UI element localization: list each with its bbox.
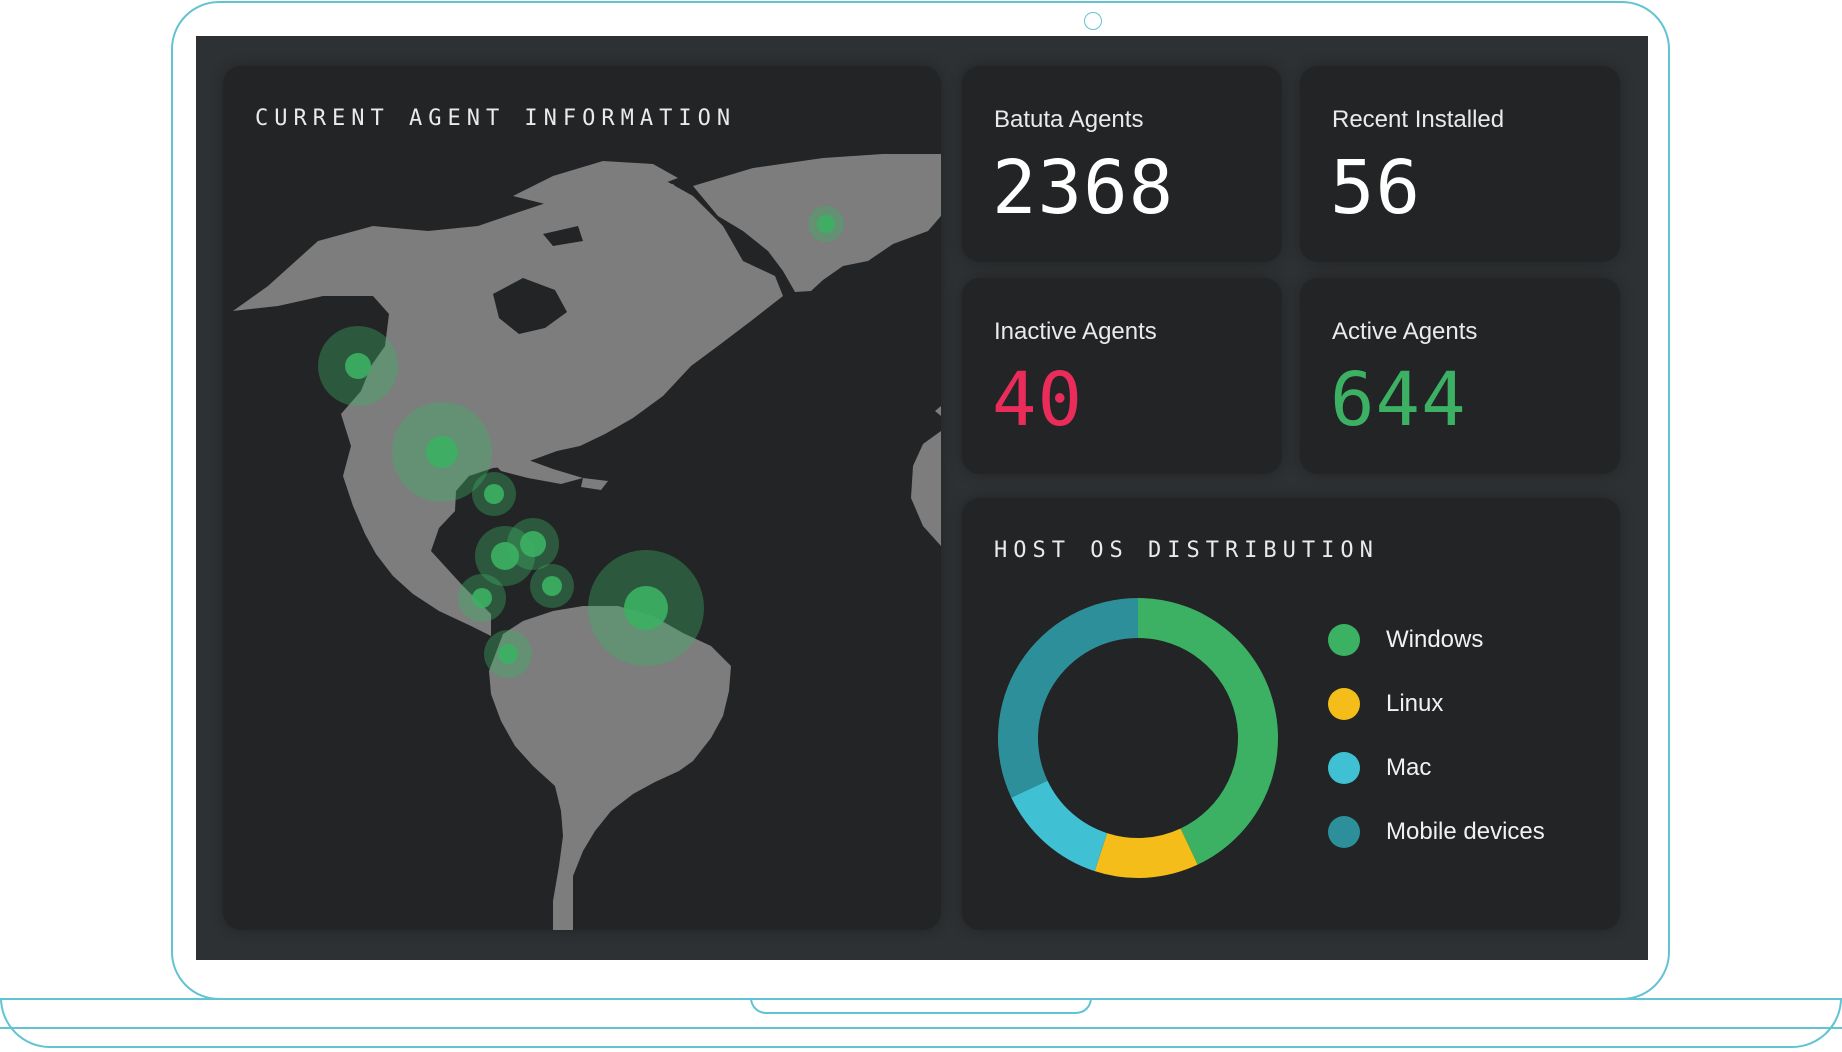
windows-color-dot [1328, 624, 1360, 656]
laptop-notch [750, 998, 1092, 1014]
legend-label-mobile-devices: Mobile devices [1386, 818, 1545, 845]
legend-label-linux: Linux [1386, 690, 1444, 717]
recent-installed-label: Recent Installed [1332, 106, 1505, 133]
map-title: CURRENT AGENT INFORMATION [255, 106, 737, 131]
greenland-shape [693, 154, 941, 292]
land-masses [233, 154, 941, 930]
recent-installed-value: 56 [1330, 145, 1422, 231]
donut-slice-linux[interactable] [1094, 828, 1198, 878]
legend-label-mac: Mac [1386, 754, 1432, 781]
legend-label-windows: Windows [1386, 626, 1484, 653]
os-title: HOST OS DISTRIBUTION [994, 538, 1379, 563]
os-donut-chart[interactable] [988, 588, 1288, 888]
world-map[interactable] [223, 66, 941, 930]
inactive-agents-card[interactable]: Inactive Agents 40 [962, 278, 1282, 474]
map-marker-icon[interactable] [624, 586, 668, 630]
linux-color-dot [1328, 688, 1360, 720]
batuta-agents-value: 2368 [992, 145, 1175, 231]
caribbean-shape [491, 458, 583, 484]
map-marker-icon[interactable] [345, 353, 371, 379]
camera-icon [1084, 12, 1102, 30]
recent-installed-card[interactable]: Recent Installed 56 [1300, 66, 1620, 262]
north-america-shape [233, 182, 783, 636]
map-marker-icon[interactable] [484, 484, 504, 504]
agent-map-panel: CURRENT AGENT INFORMATION [223, 66, 941, 930]
map-marker-icon[interactable] [491, 542, 519, 570]
map-marker-icon[interactable] [426, 436, 458, 468]
arctic-islands-shape [513, 161, 678, 206]
laptop-base-edge [0, 1027, 1842, 1029]
batuta-agents-card[interactable]: Batuta Agents 2368 [962, 66, 1282, 262]
inactive-agents-label: Inactive Agents [994, 318, 1157, 345]
donut-slice-mac[interactable] [1011, 780, 1108, 872]
mobile-devices-color-dot [1328, 816, 1360, 848]
dashboard-screen: CURRENT AGENT INFORMATION Batuta Agents … [196, 36, 1648, 960]
map-marker-icon[interactable] [542, 576, 562, 596]
map-marker-icon[interactable] [520, 531, 546, 557]
laptop-base [0, 998, 1842, 1048]
map-marker-icon[interactable] [472, 588, 492, 608]
agent-markers [318, 206, 844, 678]
south-america-shape [489, 606, 731, 930]
inactive-agents-value: 40 [992, 357, 1084, 443]
africa-edge-shape [911, 431, 941, 546]
map-marker-icon[interactable] [817, 215, 835, 233]
donut-slice-mobile-devices[interactable] [998, 598, 1138, 798]
donut-slice-windows[interactable] [1138, 598, 1278, 865]
map-marker-icon[interactable] [498, 644, 518, 664]
active-agents-card[interactable]: Active Agents 644 [1300, 278, 1620, 474]
active-agents-label: Active Agents [1332, 318, 1478, 345]
active-agents-value: 644 [1330, 357, 1467, 443]
batuta-agents-label: Batuta Agents [994, 106, 1144, 133]
os-distribution-panel: HOST OS DISTRIBUTION Windows Linux Mac M… [962, 498, 1620, 930]
mac-color-dot [1328, 752, 1360, 784]
